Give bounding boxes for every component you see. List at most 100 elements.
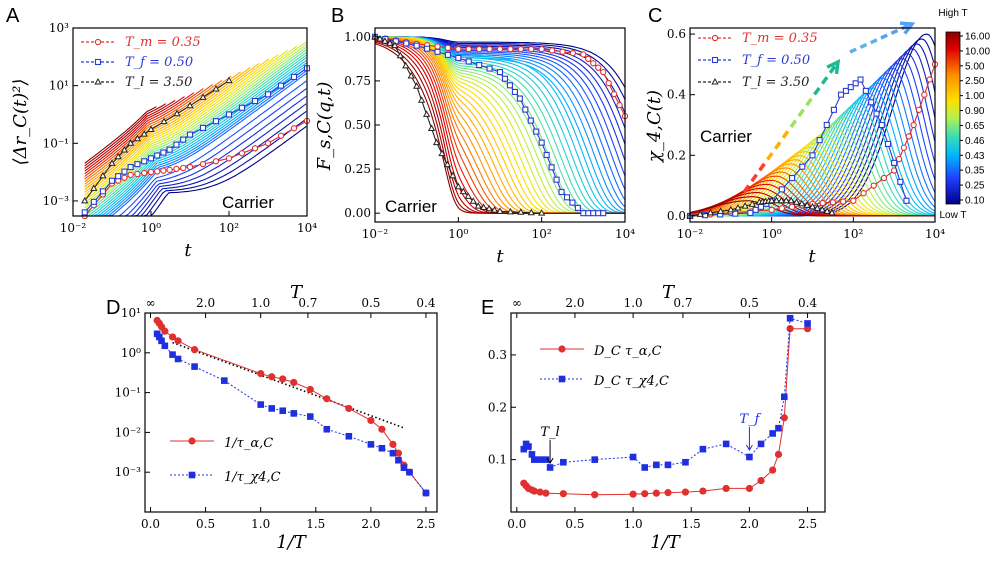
isf-highlight-point bbox=[386, 39, 394, 46]
chi4-highlight-point bbox=[732, 210, 739, 217]
x-axis-label: 1/T bbox=[650, 532, 682, 553]
data-point bbox=[161, 342, 169, 350]
data-point bbox=[629, 490, 637, 498]
chi4-highlight-point bbox=[734, 203, 742, 211]
msd-highlight-point bbox=[114, 152, 122, 160]
isf-highlight-point bbox=[413, 42, 420, 49]
msd-highlight-point bbox=[199, 160, 207, 168]
legend-label: 1/τ_α,C bbox=[224, 436, 273, 451]
x-tick-label: 2.0 bbox=[740, 517, 759, 531]
chi4-highlight-point bbox=[823, 121, 830, 129]
chi4-highlight-point bbox=[803, 201, 811, 208]
x-tick-label: 10⁴ bbox=[925, 227, 945, 241]
trend-arrow-dash bbox=[805, 97, 813, 107]
isf-highlight-point bbox=[605, 79, 612, 87]
data-point bbox=[389, 440, 397, 448]
msd-highlight-point bbox=[81, 196, 89, 204]
isf-highlight-point bbox=[600, 210, 607, 217]
msd-curve bbox=[84, 52, 307, 217]
msd-highlight-point bbox=[225, 155, 233, 162]
isf-highlight-point bbox=[486, 65, 493, 72]
isf-highlight-point bbox=[585, 210, 592, 217]
isf-highlight-point bbox=[496, 207, 504, 214]
x-tick-label: 1.5 bbox=[306, 517, 325, 531]
y-axis-label: ⟨Δr_C(t)²⟩ bbox=[10, 79, 31, 166]
annotation-carrier: Carrier bbox=[222, 193, 274, 212]
legend-label: T_f = 0.50 bbox=[125, 55, 193, 70]
msd-curve bbox=[84, 49, 307, 214]
isf-highlight-point bbox=[381, 37, 389, 44]
top-axis-label: T bbox=[290, 282, 304, 303]
data-point bbox=[542, 456, 550, 463]
legend-marker bbox=[94, 38, 102, 46]
chi4-highlight-point bbox=[903, 197, 910, 204]
isf-curve bbox=[375, 36, 625, 214]
msd-highlight-point bbox=[173, 141, 180, 148]
trend-arrow-dash bbox=[797, 108, 805, 118]
y-tick-label: 1.00 bbox=[344, 30, 371, 44]
isf-highlight-point bbox=[559, 48, 566, 55]
data-point bbox=[664, 461, 672, 469]
msd-highlight-point bbox=[225, 76, 233, 84]
y-tick-label: 0.00 bbox=[344, 206, 371, 220]
x-tick-label: 10² bbox=[843, 227, 863, 241]
msd-highlight-point bbox=[127, 163, 134, 171]
panel-e-frame bbox=[510, 312, 826, 513]
chi4-highlight-point bbox=[880, 174, 888, 182]
msd-highlight-point bbox=[141, 169, 148, 177]
x-tick-label: 0.5 bbox=[565, 517, 584, 531]
trend-arrow-head bbox=[826, 59, 841, 75]
legend-marker bbox=[94, 58, 102, 66]
legend-marker bbox=[188, 471, 196, 479]
x-tick-label: 10⁻² bbox=[60, 221, 87, 235]
isf-highlight-point bbox=[402, 61, 410, 69]
msd-highlight-point bbox=[108, 159, 116, 166]
y-tick-label: 10⁻¹ bbox=[115, 386, 141, 400]
x-tick-label: 0.0 bbox=[507, 517, 526, 531]
isf-highlight-point bbox=[449, 171, 457, 179]
msd-curve bbox=[84, 67, 251, 190]
msd-highlight-point bbox=[180, 164, 187, 172]
chi4-highlight-point bbox=[910, 121, 917, 129]
chi4-highlight-point bbox=[716, 207, 725, 214]
x-tick-label: 10⁴ bbox=[297, 221, 317, 235]
data-point bbox=[367, 416, 375, 425]
isf-highlight-point bbox=[392, 38, 399, 45]
isf-curve bbox=[375, 36, 626, 212]
data-point bbox=[323, 395, 331, 403]
isf-highlight-point bbox=[528, 46, 535, 53]
y-tick-label: 10⁻³ bbox=[115, 465, 142, 479]
legend-label: T_l = 3.50 bbox=[742, 75, 809, 90]
msd-curve bbox=[84, 54, 279, 198]
trend-arrow-dash bbox=[859, 42, 868, 49]
panel-e: E 1/T T T_l T_f D_C τ_α,C D_C τ_χ4,C bbox=[481, 282, 812, 553]
legend-marker bbox=[188, 437, 196, 445]
isf-highlight-point bbox=[574, 204, 581, 211]
msd-curve bbox=[84, 92, 195, 175]
msd-highlight-point bbox=[290, 125, 298, 132]
data-point bbox=[757, 440, 765, 448]
msd-highlight-point bbox=[186, 163, 194, 171]
isf-highlight-point bbox=[496, 69, 504, 76]
isf-highlight-point bbox=[580, 210, 587, 217]
top-tick-label: 1.0 bbox=[251, 296, 270, 310]
isf-highlight-point bbox=[434, 43, 441, 50]
isf-highlight-point bbox=[553, 176, 560, 183]
x-tick-label: 10⁰ bbox=[762, 227, 782, 241]
data-point bbox=[699, 445, 707, 453]
chi4-highlight-point bbox=[868, 99, 875, 106]
data-point bbox=[279, 407, 287, 415]
colorbar-label: 0.65 bbox=[965, 121, 985, 132]
chi4-highlight-point bbox=[778, 186, 785, 193]
isf-highlight-point bbox=[432, 138, 441, 146]
trend-arrow-dash bbox=[773, 141, 782, 150]
isf-highlight-point bbox=[490, 206, 499, 213]
panel-d: D 1/T T 1/τ_α,C 1/τ_χ4,C bbox=[106, 282, 430, 553]
data-point bbox=[641, 490, 649, 498]
series-line bbox=[523, 317, 808, 469]
data-point bbox=[268, 373, 276, 381]
msd-highlight-point bbox=[133, 134, 142, 142]
legend-label: T_m = 0.35 bbox=[125, 35, 201, 50]
chi4-highlight-point bbox=[878, 121, 885, 129]
y-tick-label: 0.6 bbox=[667, 27, 686, 41]
